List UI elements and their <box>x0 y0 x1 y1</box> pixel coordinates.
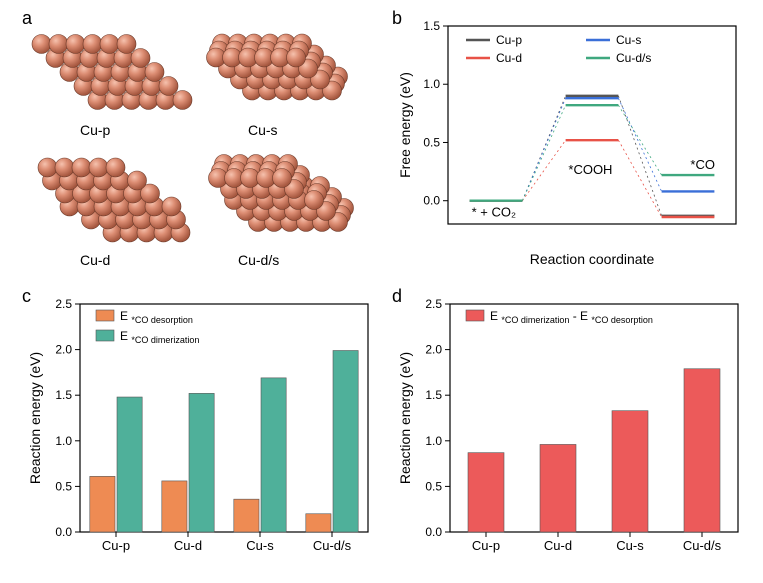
panel-c-chart: 0.0 0.5 1.0 1.5 2.0 2.5 Reaction energy (eV) Cu… <box>22 290 378 568</box>
label-cu-d: Cu-d <box>80 252 110 268</box>
svg-text:0.0: 0.0 <box>425 525 442 539</box>
panel-b: b 0.00.51.01.5Free energy (eV)Reaction c… <box>392 14 748 272</box>
panel-a: a Cu-p Cu-s Cu-d Cu-d/s <box>22 14 362 272</box>
svg-text:2.0: 2.0 <box>55 343 72 357</box>
svg-text:Cu-s: Cu-s <box>616 538 644 553</box>
svg-text:Reaction energy (eV): Reaction energy (eV) <box>397 352 413 484</box>
svg-text:*COOH: *COOH <box>568 162 612 177</box>
panel-c: c 0.00.51.01.52.02.5Reaction energy (eV)… <box>22 290 378 568</box>
panel-d: d 0.00.51.01.52.02.5Reaction energy (eV)… <box>392 290 748 568</box>
svg-text:Cu-d: Cu-d <box>174 538 202 553</box>
svg-text:Cu-p: Cu-p <box>496 33 522 47</box>
panel-b-chart: 0.0 0.5 1.0 1.5 Free energy (eV) Reaction coo… <box>392 14 748 272</box>
svg-text:Cu-d/s: Cu-d/s <box>683 538 722 553</box>
svg-text:Cu-d/s: Cu-d/s <box>616 51 651 65</box>
svg-text:E *CO dimerization - E *CO des: E *CO dimerization - E *CO desorption <box>490 309 653 325</box>
svg-text:2.5: 2.5 <box>425 297 442 311</box>
svg-text:1.5: 1.5 <box>425 388 442 402</box>
svg-text:1.5: 1.5 <box>423 19 440 33</box>
svg-text:0.5: 0.5 <box>423 135 440 149</box>
svg-text:2.0: 2.0 <box>425 343 442 357</box>
svg-text:Cu-d/s: Cu-d/s <box>313 538 352 553</box>
svg-text:Cu-s: Cu-s <box>616 33 641 47</box>
svg-text:Cu-d: Cu-d <box>496 51 522 65</box>
panel-d-chart: 0.0 0.5 1.0 1.5 2.0 2.5 Reaction energy (eV) Cu… <box>392 290 748 568</box>
panel-a-label: a <box>22 8 32 29</box>
svg-text:E *CO dimerization: E *CO dimerization <box>120 329 199 345</box>
svg-text:1.0: 1.0 <box>55 434 72 448</box>
svg-text:2.5: 2.5 <box>55 297 72 311</box>
svg-text:Free energy (eV): Free energy (eV) <box>397 72 413 178</box>
svg-text:E *CO desorption: E *CO desorption <box>120 309 193 325</box>
svg-text:0.5: 0.5 <box>425 479 442 493</box>
svg-text:Reaction energy (eV): Reaction energy (eV) <box>27 352 43 484</box>
label-cu-ds: Cu-d/s <box>238 252 279 268</box>
panel-c-label: c <box>22 286 31 307</box>
svg-text:1.5: 1.5 <box>55 388 72 402</box>
svg-text:1.0: 1.0 <box>423 77 440 91</box>
svg-text:Reaction coordinate: Reaction coordinate <box>530 251 655 267</box>
svg-text:0.0: 0.0 <box>55 525 72 539</box>
panel-d-label: d <box>392 286 402 307</box>
svg-text:Cu-d: Cu-d <box>544 538 572 553</box>
figure: a Cu-p Cu-s Cu-d Cu-d/s b 0.0 0.5 1.0 1.5 Fr… <box>0 0 763 583</box>
svg-text:Cu-p: Cu-p <box>102 538 130 553</box>
svg-text:0.0: 0.0 <box>423 194 440 208</box>
label-cu-s: Cu-s <box>248 122 278 138</box>
panel-b-label: b <box>392 8 402 29</box>
svg-text:Cu-p: Cu-p <box>472 538 500 553</box>
panel-a-structures <box>22 14 362 272</box>
svg-text:Cu-s: Cu-s <box>246 538 274 553</box>
svg-text:1.0: 1.0 <box>425 434 442 448</box>
svg-text:* + CO₂: * + CO₂ <box>472 205 516 220</box>
label-cu-p: Cu-p <box>80 122 110 138</box>
svg-text:0.5: 0.5 <box>55 479 72 493</box>
svg-text:*CO: *CO <box>690 157 715 172</box>
